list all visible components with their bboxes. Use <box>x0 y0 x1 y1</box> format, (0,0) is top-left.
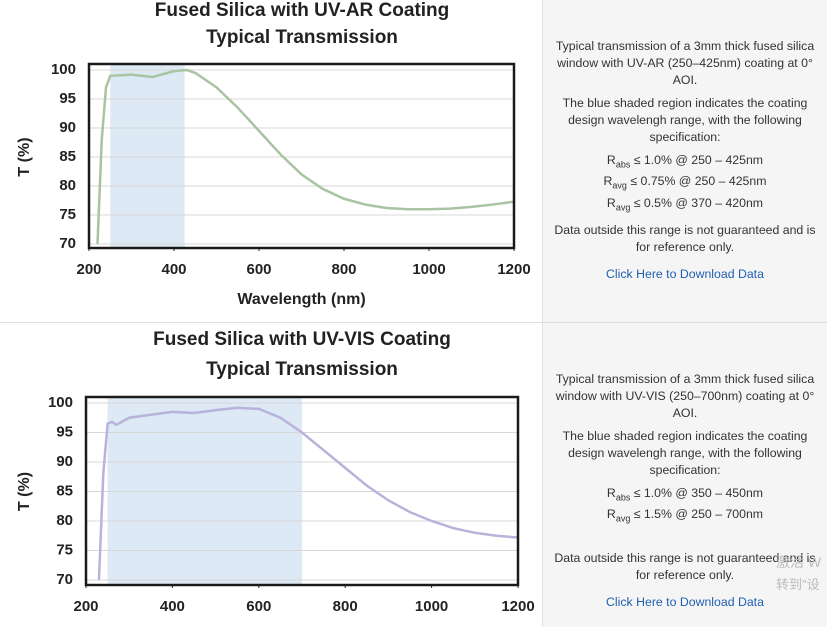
x-tick-label: 200 <box>73 598 98 615</box>
y-tick-label: 100 <box>48 394 73 411</box>
paragraph: Typical transmission of a 3mm thick fuse… <box>555 372 815 420</box>
paragraph: Typical transmission of a 3mm thick fuse… <box>555 39 815 87</box>
y-tick-label: 95 <box>56 423 73 440</box>
chart: Fused Silica with UV-VIS Coating Typical … <box>16 329 534 615</box>
spec-sub: avg <box>612 180 627 191</box>
spec-sub: avg <box>615 202 631 213</box>
spec: Ravg ≤ 1.5% @ 250 – 700nm <box>547 506 823 527</box>
plot-frame <box>84 395 520 587</box>
note: Data outside this range is not guarantee… <box>554 223 816 255</box>
spec: Rabs ≤ 1.0% @ 350 – 450nm <box>547 485 823 506</box>
x-tick-label: 1000 <box>412 261 445 278</box>
spec: Ravg ≤ 0.75% @ 250 – 425nm <box>547 173 823 194</box>
data-line <box>97 406 519 581</box>
x-tick-label: 800 <box>331 261 356 278</box>
y-tick-label: 70 <box>56 571 73 588</box>
plot-frame <box>87 62 516 250</box>
watermark: 转到"设 <box>776 577 820 592</box>
spec: Ravg ≤ 0.5% @ 370 – 420nm <box>547 195 823 216</box>
y-axis-label: T (%) <box>16 472 33 511</box>
y-tick-label: 95 <box>59 90 76 107</box>
spec-symbol: R <box>603 174 613 189</box>
x-tick-label: 600 <box>246 598 271 615</box>
download-link[interactable]: Click Here to Download Data <box>606 594 764 609</box>
x-tick-label: 200 <box>76 261 101 278</box>
spec-text: ≤ 1.5% @ 250 – 700nm <box>633 507 764 522</box>
y-tick-label: 85 <box>56 482 73 499</box>
x-tick-label: 600 <box>246 261 271 278</box>
description-panel: Typical transmission of a 3mm thick fuse… <box>542 323 827 627</box>
spec-symbol: R <box>606 507 616 522</box>
x-tick-label: 400 <box>161 261 186 278</box>
product-row: Fused Silica with UV-AR Coating Typical T… <box>0 0 827 323</box>
y-tick-label: 80 <box>59 177 76 194</box>
y-tick-label: 70 <box>59 235 76 252</box>
spec-symbol: R <box>606 153 616 167</box>
y-tick-label: 75 <box>59 206 76 223</box>
shaded-region <box>110 64 185 248</box>
y-tick-label: 80 <box>56 512 73 529</box>
y-tick-label: 90 <box>56 453 73 470</box>
spec-symbol: R <box>606 486 616 500</box>
spec-text: ≤ 0.5% @ 370 – 420nm <box>633 195 764 210</box>
spec-symbol: R <box>606 195 616 210</box>
spec-text: ≤ 1.0% @ 250 – 425nm <box>633 153 764 167</box>
chart-title: Fused Silica with UV-AR Coating <box>155 0 450 21</box>
note: Data outside this range is not guarantee… <box>554 550 816 582</box>
x-tick-label: 400 <box>160 598 185 615</box>
y-tick-label: 85 <box>59 148 76 165</box>
chart-subtitle: Typical Transmission <box>206 27 398 48</box>
x-tick-label: 800 <box>333 598 358 615</box>
x-tick-label: 1200 <box>501 598 534 615</box>
spec-sub: avg <box>615 513 631 524</box>
spec-text: ≤ 0.75% @ 250 – 425nm <box>630 174 767 189</box>
y-axis-label: T (%) <box>16 137 33 176</box>
y-tick-label: 100 <box>51 61 76 78</box>
paragraph: The blue shaded region indicates the coa… <box>562 429 808 477</box>
chart: Fused Silica with UV-AR Coating Typical T… <box>16 0 530 308</box>
description-panel: Typical transmission of a 3mm thick fuse… <box>542 0 827 322</box>
spec-text: ≤ 1.0% @ 350 – 450nm <box>633 486 764 500</box>
chart-title: Fused Silica with UV-VIS Coating <box>153 329 451 350</box>
data-line <box>96 68 515 245</box>
paragraph: The blue shaded region indicates the coa… <box>562 96 808 144</box>
chart-subtitle: Typical Transmission <box>206 359 398 380</box>
x-tick-label: 1200 <box>497 261 530 278</box>
download-link[interactable]: Click Here to Download Data <box>606 267 764 282</box>
spec-sub: abs <box>615 492 631 503</box>
y-tick-label: 90 <box>59 119 76 136</box>
x-tick-label: 1000 <box>415 598 448 615</box>
x-axis-label: Wavelength (nm) <box>237 291 365 308</box>
spec-sub: abs <box>615 159 631 170</box>
y-tick-label: 75 <box>56 541 73 558</box>
product-row: Fused Silica with UV-VIS Coating Typical … <box>0 323 827 627</box>
spec: Rabs ≤ 1.0% @ 250 – 425nm <box>547 152 823 173</box>
watermark: 激活 W <box>776 554 822 570</box>
